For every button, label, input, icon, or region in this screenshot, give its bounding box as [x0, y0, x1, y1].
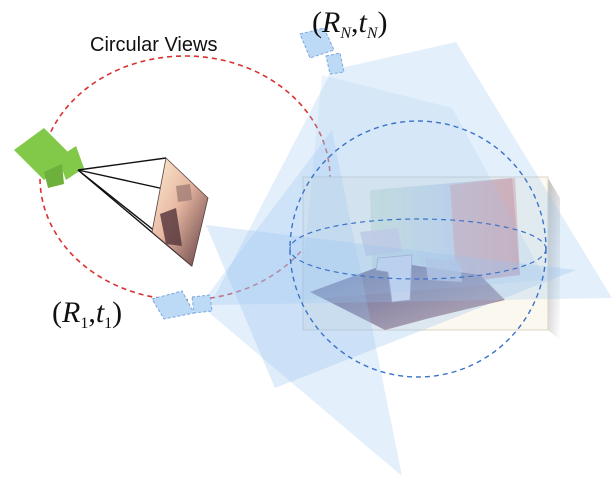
scene-wall-right — [450, 178, 520, 282]
pose-label-1: (R1,t1) — [52, 296, 122, 332]
captured-image — [151, 157, 209, 267]
video-camera-icon — [14, 128, 84, 188]
scene-object — [375, 254, 413, 303]
diagram-title: Circular Views — [90, 34, 217, 56]
small-camera-icon — [151, 290, 213, 320]
scene-panel — [302, 176, 560, 340]
bounding-sphere — [289, 120, 547, 378]
view-frustum-b — [200, 130, 402, 476]
pose-label-n: (RN,tN) — [312, 6, 388, 42]
view-frustum-n — [210, 42, 612, 305]
view-frustum-a — [206, 225, 576, 388]
small-camera-icon — [299, 27, 345, 75]
scene-chair — [360, 228, 402, 256]
view-frustum-c — [300, 75, 546, 300]
